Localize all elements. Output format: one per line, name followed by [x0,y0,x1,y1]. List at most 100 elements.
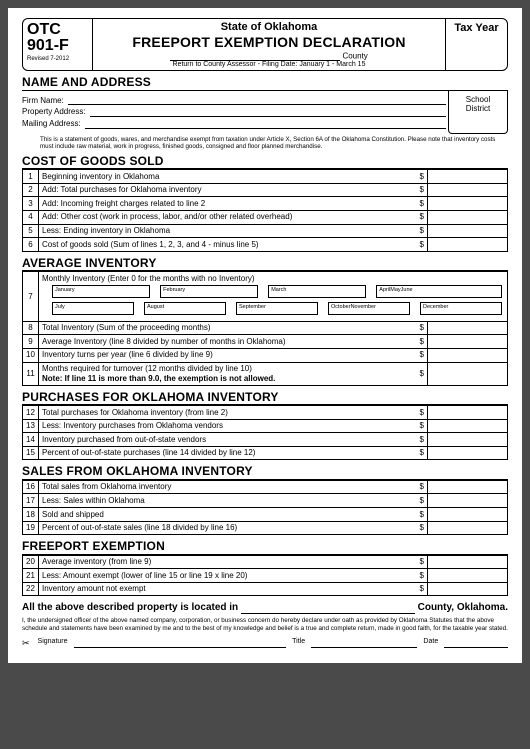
month-input[interactable]: AprilMayJune [376,285,502,298]
avg-table: 7 Monthly Inventory (Enter 0 for the mon… [22,271,508,386]
value-input[interactable] [428,419,508,433]
value-input[interactable] [428,569,508,583]
table-row: 12Total purchases for Oklahoma inventory… [23,406,508,420]
table-row: 16Total sales from Oklahoma inventory$ [23,480,508,494]
value-input[interactable] [428,406,508,420]
heading-avg: AVERAGE INVENTORY [22,256,508,271]
cogs-table: 1Beginning inventory in Oklahoma$ 2Add: … [22,169,508,252]
title-label: Title [292,638,305,649]
table-row: 3Add: Incoming freight charges related t… [23,197,508,211]
table-row: 22Inventory amount not exempt$ [23,582,508,596]
section-average-inventory: AVERAGE INVENTORY 7 Monthly Inventory (E… [22,256,508,386]
section-name-address: NAME AND ADDRESS Firm Name: Property Add… [22,75,508,149]
firm-label: Firm Name: [22,96,64,106]
county-line: County [97,51,441,61]
month-input[interactable]: December [420,302,502,315]
table-row: 14Inventory purchased from out-of-state … [23,433,508,447]
header-center: State of Oklahoma FREEPORT EXEMPTION DEC… [93,19,445,70]
row7-label: Monthly Inventory (Enter 0 for the month… [42,274,504,284]
table-row: 5Less: Ending inventory in Oklahoma$ [23,224,508,238]
date-input[interactable] [444,638,508,648]
name-address-note: This is a statement of goods, wares, and… [22,134,508,150]
note-11: Note: If line 11 is more than 9.0, the e… [42,374,275,383]
table-row: 9Average Inventory (line 8 divided by nu… [23,335,508,349]
date-label: Date [423,638,438,649]
value-input[interactable] [428,508,508,522]
value-input[interactable] [428,433,508,447]
location-line: All the above described property is loca… [22,602,508,614]
signature-label: Signature [38,638,68,649]
signature-row: Signature Title Date [22,638,508,649]
value-input[interactable] [428,446,508,460]
month-input[interactable]: September [236,302,318,315]
table-row: 2Add: Total purchases for Oklahoma inven… [23,183,508,197]
tax-year-box: Tax Year [445,19,507,70]
table-row: 1Beginning inventory in Oklahoma$ [23,170,508,184]
value-input[interactable] [428,321,508,335]
value-input[interactable] [428,582,508,596]
form-code-box: OTC 901-F Revised 7-2012 [23,19,93,70]
form-page: OTC 901-F Revised 7-2012 State of Oklaho… [8,8,522,663]
state-label: State of Oklahoma [97,21,441,34]
firm-input[interactable] [68,96,446,105]
code-901f: 901-F [27,38,88,54]
months-row-a: January February March AprilMayJune [42,284,504,301]
value-input[interactable] [428,197,508,211]
month-input[interactable]: August [144,302,226,315]
property-label: Property Address: [22,107,86,117]
signature-input[interactable] [74,638,287,648]
title-input[interactable] [311,638,417,648]
mailing-label: Mailing Address: [22,119,81,129]
table-row: 17Less: Sales within Oklahoma$ [23,494,508,508]
table-row: 7 Monthly Inventory (Enter 0 for the mon… [23,272,508,322]
table-row: 13Less: Inventory purchases from Oklahom… [23,419,508,433]
value-input[interactable] [428,335,508,349]
table-row: 4Add: Other cost (work in process, labor… [23,210,508,224]
table-row: 20Average inventory (from line 9)$ [23,555,508,569]
mailing-input[interactable] [85,120,446,129]
free-table: 20Average inventory (from line 9)$ 21Les… [22,555,508,597]
value-input[interactable] [428,480,508,494]
table-row: 8Total Inventory (Sum of the proceeding … [23,321,508,335]
sales-table: 16Total sales from Oklahoma inventory$ 1… [22,480,508,535]
table-row: 6Cost of goods sold (Sum of lines 1, 2, … [23,238,508,252]
header: OTC 901-F Revised 7-2012 State of Oklaho… [22,18,508,71]
months-row-b: July August September OctoberNovember De… [42,301,504,318]
month-input[interactable]: July [52,302,134,315]
value-input[interactable] [428,362,508,385]
property-input[interactable] [90,108,446,117]
table-row: 15Percent of out-of-state purchases (lin… [23,446,508,460]
revised-date: Revised 7-2012 [27,56,88,63]
location-input[interactable] [241,603,414,614]
form-title: FREEPORT EXEMPTION DECLARATION [97,34,441,51]
month-input[interactable]: February [160,285,258,298]
value-input[interactable] [428,210,508,224]
table-row: 10Inventory turns per year (line 6 divid… [23,348,508,362]
month-input[interactable]: March [268,285,366,298]
table-row: 11Months required for turnover (12 month… [23,362,508,385]
scissors-icon [22,638,32,649]
month-input[interactable]: OctoberNovember [328,302,410,315]
school-district-box: School District [448,91,508,134]
value-input[interactable] [428,170,508,184]
value-input[interactable] [428,348,508,362]
county-input-line[interactable] [170,51,340,61]
value-input[interactable] [428,224,508,238]
tax-year-label: Tax Year [448,22,505,35]
declaration-text: I, the undersigned officer of the above … [22,617,508,631]
value-input[interactable] [428,238,508,252]
value-input[interactable] [428,183,508,197]
value-input[interactable] [428,555,508,569]
heading-cogs: COST OF GOODS SOLD [22,154,508,169]
month-input[interactable]: January [52,285,150,298]
section-freeport: FREEPORT EXEMPTION 20Average inventory (… [22,539,508,596]
value-input[interactable] [428,521,508,535]
heading-sales: SALES FROM OKLAHOMA INVENTORY [22,464,508,479]
value-input[interactable] [428,494,508,508]
code-otc: OTC [27,22,88,38]
return-instruction: Return to County Assessor - Filing Date:… [97,61,441,69]
table-row: 19Percent of out-of-state sales (line 18… [23,521,508,535]
section-purchases: PURCHASES FOR OKLAHOMA INVENTORY 12Total… [22,390,508,461]
heading-purch: PURCHASES FOR OKLAHOMA INVENTORY [22,390,508,405]
heading-free: FREEPORT EXEMPTION [22,539,508,554]
